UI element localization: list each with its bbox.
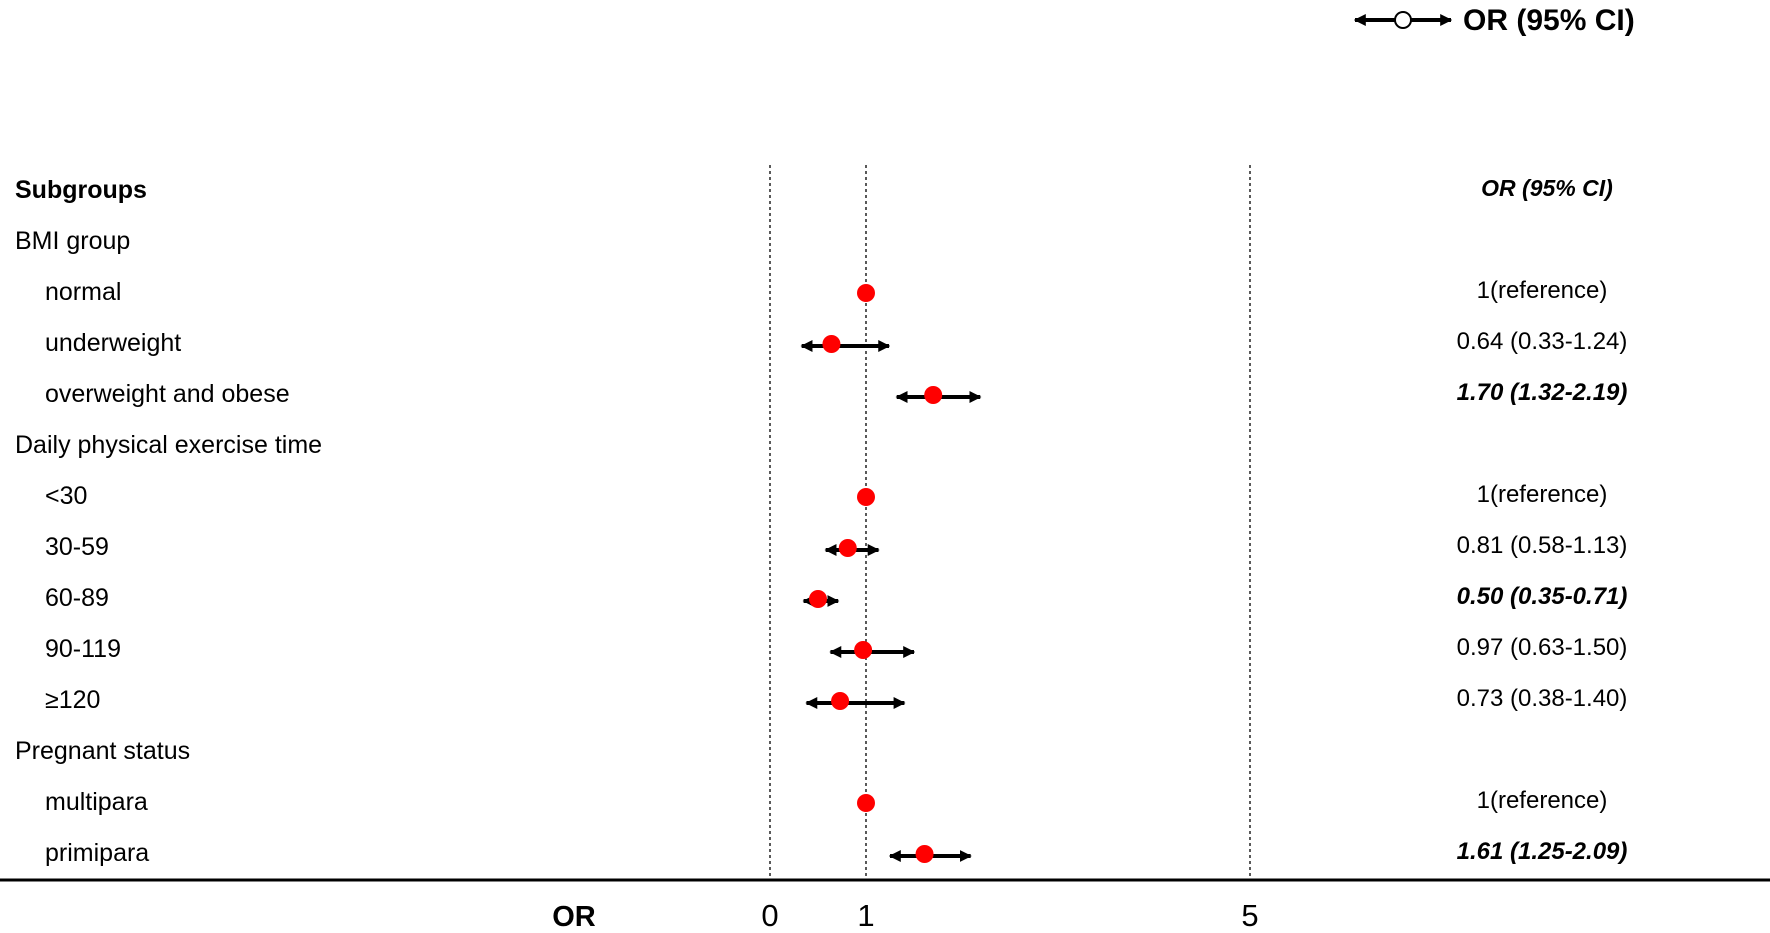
or-point-11 bbox=[857, 794, 875, 812]
or-value-5: 1(reference) bbox=[1477, 481, 1608, 508]
row-2: underweight 0.64 (0.33-1.24) bbox=[45, 328, 1627, 357]
row-7: 60-89 0.50 (0.35-0.71) bbox=[45, 583, 1627, 612]
or-point-2 bbox=[822, 335, 841, 353]
row-label-11: multipara bbox=[45, 788, 148, 816]
row-12: primipara 1.61 (1.25-2.09) bbox=[45, 838, 1627, 867]
legend: OR (95% CI) bbox=[1353, 4, 1635, 37]
x-tick-label-1: 1 bbox=[857, 898, 874, 933]
or-value-11: 1(reference) bbox=[1477, 787, 1608, 814]
forest-rows: BMI group normal 1(reference) underweight 0.… bbox=[15, 227, 1627, 867]
or-point-12 bbox=[915, 845, 934, 863]
row-3: overweight and obese 1.70 (1.32-2.19) bbox=[45, 379, 1627, 408]
row-label-9: ≥120 bbox=[45, 686, 100, 714]
or-value-8: 0.97 (0.63-1.50) bbox=[1457, 634, 1628, 661]
row-11: multipara 1(reference) bbox=[45, 787, 1607, 816]
or-point-9 bbox=[831, 692, 850, 710]
row-10: Pregnant status bbox=[15, 737, 190, 765]
row-1: normal 1(reference) bbox=[45, 277, 1607, 306]
row-4: Daily physical exercise time bbox=[15, 431, 322, 459]
x-axis-title: OR bbox=[552, 901, 596, 933]
or-value-1: 1(reference) bbox=[1477, 277, 1608, 304]
or-value-12: 1.61 (1.25-2.09) bbox=[1457, 838, 1628, 865]
row-label-12: primipara bbox=[45, 839, 149, 867]
row-8: 90-119 0.97 (0.63-1.50) bbox=[45, 634, 1627, 663]
row-5: <30 1(reference) bbox=[45, 481, 1607, 510]
row-label-7: 60-89 bbox=[45, 584, 109, 612]
row-label-1: normal bbox=[45, 278, 121, 306]
x-tick-label-0: 0 bbox=[761, 898, 778, 933]
or-point-6 bbox=[838, 539, 857, 557]
or-value-7: 0.50 (0.35-0.71) bbox=[1457, 583, 1628, 610]
row-label-0: BMI group bbox=[15, 227, 130, 255]
or-value-6: 0.81 (0.58-1.13) bbox=[1457, 532, 1628, 559]
or-point-5 bbox=[857, 488, 875, 506]
or-point-8 bbox=[854, 641, 873, 659]
legend-label: OR (95% CI) bbox=[1463, 4, 1635, 37]
or-point-1 bbox=[857, 284, 875, 302]
or-value-2: 0.64 (0.33-1.24) bbox=[1457, 328, 1628, 355]
or-value-9: 0.73 (0.38-1.40) bbox=[1457, 685, 1628, 712]
subgroups-header: Subgroups bbox=[15, 176, 147, 204]
legend-point-marker bbox=[1394, 11, 1412, 29]
row-label-3: overweight and obese bbox=[45, 380, 290, 408]
or-value-3: 1.70 (1.32-2.19) bbox=[1457, 379, 1628, 406]
x-tick-label-2: 5 bbox=[1241, 898, 1258, 933]
row-label-4: Daily physical exercise time bbox=[15, 431, 322, 459]
x-axis-ticks: 0 1 5 bbox=[761, 898, 1258, 933]
row-label-2: underweight bbox=[45, 329, 181, 357]
row-label-10: Pregnant status bbox=[15, 737, 190, 765]
row-label-5: <30 bbox=[45, 482, 87, 510]
or-point-3 bbox=[924, 386, 943, 404]
row-0: BMI group bbox=[15, 227, 130, 255]
row-label-8: 90-119 bbox=[45, 635, 121, 663]
row-label-6: 30-59 bbox=[45, 533, 109, 561]
row-9: ≥120 0.73 (0.38-1.40) bbox=[45, 685, 1627, 714]
or-ci-header: OR (95% CI) bbox=[1481, 175, 1613, 201]
reference-lines bbox=[769, 165, 1251, 880]
or-point-7 bbox=[809, 590, 827, 608]
row-6: 30-59 0.81 (0.58-1.13) bbox=[45, 532, 1627, 561]
